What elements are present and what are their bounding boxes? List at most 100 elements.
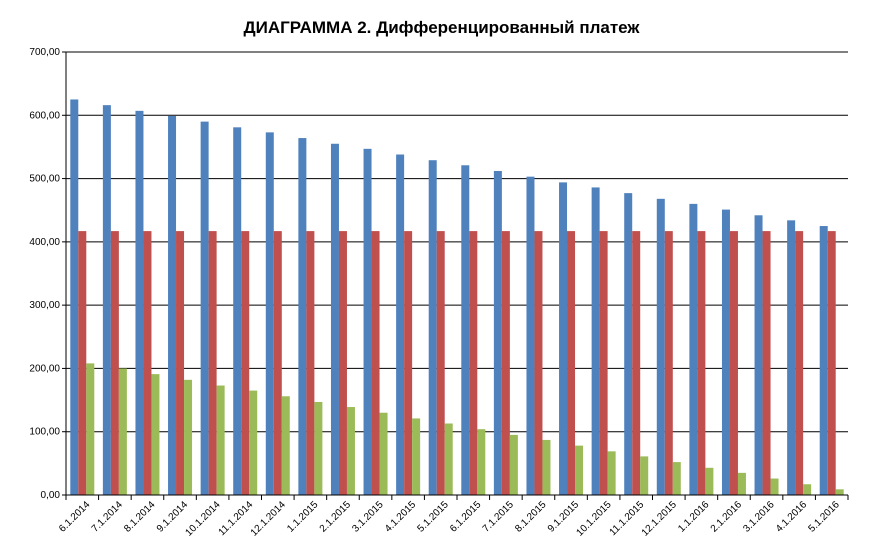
bar-series-1-6.1.2015 — [461, 165, 470, 495]
bar-series-1-9.1.2015 — [559, 182, 568, 495]
bar-series-2-1.1.2016 — [697, 231, 706, 495]
x-tick-label: 8.1.2014 — [122, 499, 158, 535]
bar-series-3-5.1.2015 — [444, 423, 453, 495]
bar-series-1-11.1.2015 — [624, 193, 633, 495]
bar-series-2-2.1.2016 — [729, 231, 738, 495]
y-tick-label: 400,00 — [29, 237, 60, 248]
x-tick-label: 10.1.2014 — [184, 499, 224, 539]
bar-series-3-12.1.2014 — [281, 396, 290, 495]
x-tick-label: 12.1.2015 — [640, 499, 680, 539]
axes — [62, 51, 849, 500]
bar-series-1-7.1.2014 — [102, 105, 111, 495]
y-tick-label: 700,00 — [29, 47, 60, 58]
y-tick-labels: 0,00 100,00 200,00 300,00 400,00 500,00 600,00… — [29, 47, 60, 501]
bar-series-3-1.1.2015 — [314, 401, 323, 495]
x-tick-labels: 6.1.20147.1.20148.1.20149.1.201410.1.201… — [57, 499, 842, 539]
bar-series-2-8.1.2014 — [143, 231, 152, 495]
bar-series-3-9.1.2014 — [184, 379, 193, 495]
x-tick-label: 2.1.2015 — [318, 499, 354, 535]
bar-series-1-8.1.2014 — [135, 110, 144, 495]
bar-series-3-8.1.2015 — [542, 439, 551, 495]
bar-series-2-12.1.2014 — [273, 231, 282, 495]
bar-series-3-3.1.2016 — [770, 478, 779, 495]
bar-series-3-2.1.2015 — [346, 407, 355, 495]
bar-series-1-1.1.2016 — [689, 203, 698, 495]
bar-series-3-3.1.2015 — [379, 412, 388, 495]
bar-series-1-10.1.2014 — [200, 121, 209, 495]
bar-series-2-12.1.2015 — [664, 231, 673, 495]
bar-series-2-6.1.2015 — [469, 231, 478, 495]
bar-series-2-5.1.2015 — [436, 231, 445, 495]
x-tick-label: 8.1.2015 — [513, 499, 549, 535]
x-tick-label: 4.1.2015 — [383, 499, 419, 535]
x-tick-label: 7.1.2014 — [90, 499, 126, 535]
bar-series-3-6.1.2015 — [477, 429, 486, 495]
bar-series-3-4.1.2016 — [803, 484, 812, 495]
bar-series-2-3.1.2015 — [371, 231, 380, 495]
bar-series-3-12.1.2015 — [672, 462, 681, 495]
x-tick-label: 3.1.2015 — [350, 499, 386, 535]
y-tick-label: 500,00 — [29, 174, 60, 185]
y-tick-label: 100,00 — [29, 427, 60, 438]
bar-series-2-4.1.2016 — [795, 231, 804, 495]
bar-series-2-8.1.2015 — [534, 231, 543, 495]
x-tick-label: 7.1.2015 — [481, 499, 517, 535]
bar-series-2-7.1.2015 — [501, 231, 510, 495]
bar-series-1-10.1.2015 — [591, 187, 600, 495]
bar-series-3-8.1.2014 — [151, 374, 160, 495]
x-tick-label: 3.1.2016 — [741, 499, 777, 535]
bar-series-1-2.1.2015 — [330, 143, 339, 495]
bar-series-1-9.1.2014 — [168, 115, 177, 495]
bar-series-2-6.1.2014 — [78, 231, 87, 495]
bar-series-3-7.1.2014 — [118, 368, 127, 495]
bar-series-2-9.1.2015 — [567, 231, 576, 495]
bar-series-3-9.1.2015 — [575, 445, 584, 495]
bar-series-1-1.1.2015 — [298, 138, 307, 495]
x-tick-label: 4.1.2016 — [774, 499, 810, 535]
bar-series-3-4.1.2015 — [412, 418, 421, 495]
grid-lines — [66, 51, 848, 433]
bar-series-2-11.1.2015 — [632, 231, 641, 495]
x-tick-label: 5.1.2015 — [416, 499, 452, 535]
bar-series-3-5.1.2016 — [835, 489, 844, 495]
bar-series-2-5.1.2016 — [827, 231, 836, 495]
bar-series-1-5.1.2015 — [428, 160, 437, 495]
x-tick-label: 1.1.2015 — [285, 499, 321, 535]
x-tick-label: 6.1.2014 — [57, 499, 93, 535]
bar-series-1-6.1.2014 — [70, 99, 79, 495]
chart-title: ДИАГРАММА 2. Дифференцированный платеж — [243, 18, 640, 37]
bar-series-1-3.1.2016 — [754, 215, 763, 495]
bar-series-3-1.1.2016 — [705, 467, 714, 495]
bar-series-1-12.1.2014 — [265, 132, 274, 495]
bar-series-2-3.1.2016 — [762, 231, 771, 495]
bar-series-2-1.1.2015 — [306, 231, 315, 495]
bar-series-2-7.1.2014 — [110, 231, 119, 495]
bar-series-1-11.1.2014 — [233, 127, 242, 495]
bar-series-3-11.1.2015 — [640, 456, 649, 495]
x-tick-label: 1.1.2016 — [676, 499, 712, 535]
bar-series-3-6.1.2014 — [86, 363, 95, 495]
bar-series-2-9.1.2014 — [176, 231, 185, 495]
bar-series-3-11.1.2014 — [249, 390, 258, 495]
x-tick-label: 5.1.2016 — [807, 499, 843, 535]
y-tick-label: 300,00 — [29, 300, 60, 311]
bar-series-2-10.1.2015 — [599, 231, 608, 495]
bar-series-3-10.1.2014 — [216, 385, 225, 495]
bar-series-3-2.1.2016 — [737, 472, 746, 495]
bar-series-1-3.1.2015 — [363, 148, 372, 495]
bars — [70, 99, 844, 496]
bar-series-2-11.1.2014 — [241, 231, 250, 495]
bar-series-3-10.1.2015 — [607, 451, 616, 495]
bar-series-1-8.1.2015 — [526, 176, 535, 495]
bar-series-1-7.1.2015 — [493, 170, 502, 495]
y-tick-label: 200,00 — [29, 363, 60, 374]
bar-series-1-5.1.2016 — [819, 226, 828, 496]
bar-series-1-4.1.2015 — [396, 154, 405, 495]
x-tick-label: 10.1.2015 — [575, 499, 615, 539]
bar-series-2-2.1.2015 — [338, 231, 347, 495]
bar-series-1-4.1.2016 — [787, 220, 796, 495]
x-tick-label: 6.1.2015 — [448, 499, 484, 535]
x-tick-label: 2.1.2016 — [709, 499, 745, 535]
bar-series-1-12.1.2015 — [656, 198, 665, 495]
